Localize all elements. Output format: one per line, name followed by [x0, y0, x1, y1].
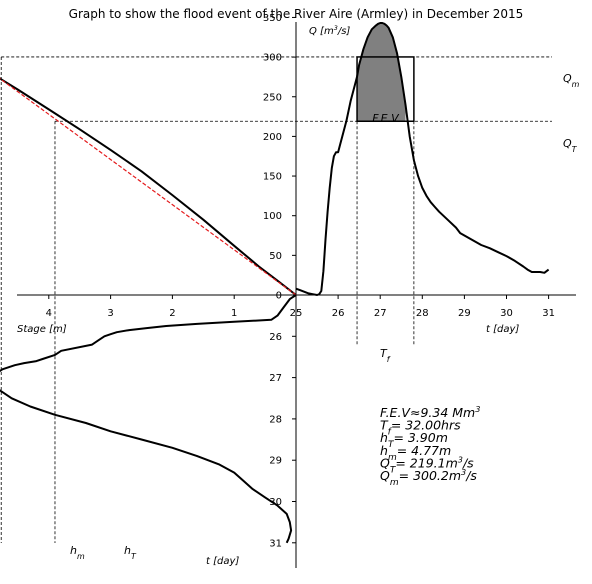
day-tick-label: 29	[458, 308, 471, 319]
fev-label: F.E.V	[372, 112, 400, 125]
qm-label: Qm	[563, 72, 580, 89]
ylabel-q: Q [m3/s]	[309, 24, 350, 37]
ht-label: hT	[124, 544, 137, 561]
q-tick-label: 150	[263, 172, 282, 183]
rating-fit-line	[0, 77, 297, 296]
stage-tick-label: 2	[169, 308, 175, 319]
time-tick-label: 31	[269, 538, 282, 549]
hm-label: hm	[70, 544, 85, 561]
time-tick-label: 28	[269, 414, 282, 425]
tf-label: Tf	[380, 347, 391, 364]
tick-labels: 2526272829303105010015020025030035054321…	[46, 13, 555, 549]
day-tick-label: 27	[374, 308, 387, 319]
axis-labels: Q [m3/s] t [day] Stage [m] t [day] Qm QT Tf hm h…	[17, 24, 580, 567]
annotation-line: hT= 3.90m	[380, 430, 448, 450]
day-tick-label: 25	[290, 308, 303, 319]
stage-tick-label: 1	[231, 308, 237, 319]
time-tick-label: 26	[269, 332, 282, 343]
stage-hydrograph-line	[0, 294, 297, 544]
day-tick-label: 28	[416, 308, 429, 319]
q-tick-label: 300	[263, 53, 282, 64]
annotation-line: Tf= 32.00hrs	[380, 418, 461, 438]
qt-label: QT	[563, 137, 578, 154]
day-tick-label: 31	[542, 308, 555, 319]
reference-lines	[0, 56, 552, 543]
fev-fill-layer	[357, 23, 406, 122]
curves	[0, 22, 550, 544]
q-tick-label: 200	[263, 132, 282, 143]
chart-title: Graph to show the flood event of the Riv…	[69, 7, 524, 21]
rating-curve-line	[0, 77, 297, 296]
ylabel-t-day: t [day]	[206, 556, 239, 567]
q-tick-label: 350	[263, 13, 282, 24]
hydrograph-line	[295, 22, 550, 296]
day-tick-label: 26	[332, 308, 345, 319]
fev-box	[356, 56, 415, 123]
day-tick-label: 30	[500, 308, 513, 319]
fev-area	[357, 23, 406, 122]
q-tick-label: 50	[269, 251, 282, 262]
q-tick-label: 250	[263, 92, 282, 103]
q-tick-label: 0	[276, 291, 282, 302]
time-tick-label: 29	[269, 456, 282, 467]
xlabel-t-day: t [day]	[486, 324, 519, 335]
xlabel-stage: Stage [m]	[17, 324, 67, 335]
time-tick-label: 27	[269, 373, 282, 384]
annotation-line: F.E.V≈9.34 Mm3	[380, 404, 480, 420]
stage-tick-label: 4	[46, 308, 52, 319]
annotation-line: QT= 219.1m3/s	[380, 454, 474, 475]
annotation-line: hm= 4.77m	[380, 443, 451, 463]
time-tick-label: 30	[269, 497, 282, 508]
stage-tick-label: 3	[107, 308, 113, 319]
annotation-line: Qm= 300.2m3/s	[380, 467, 477, 488]
q-tick-label: 100	[263, 211, 282, 222]
